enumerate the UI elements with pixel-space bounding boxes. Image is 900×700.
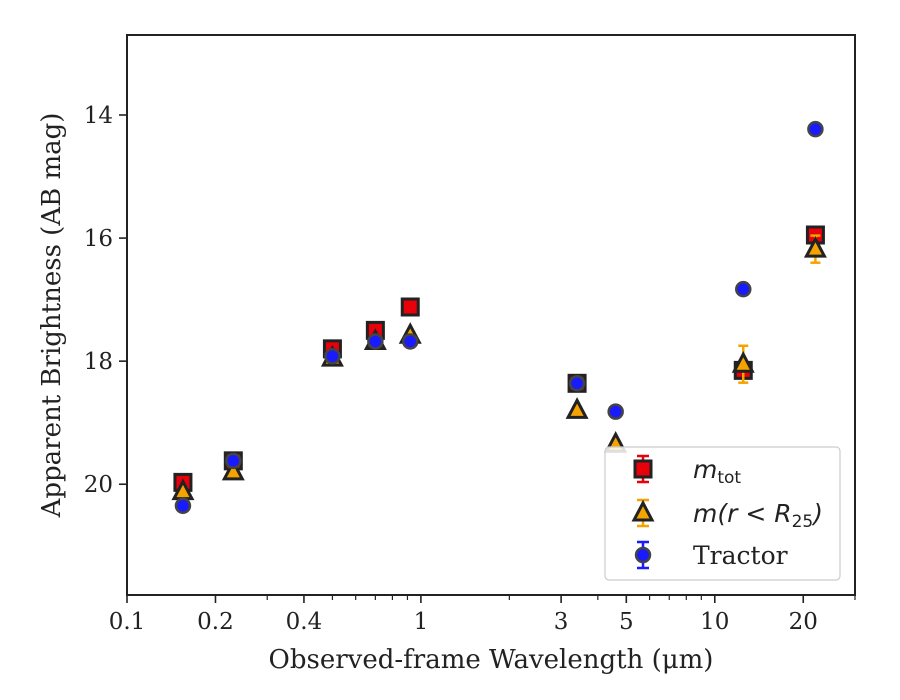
legend-label-tractor: Tractor <box>693 541 788 570</box>
series-circle <box>174 120 824 515</box>
y-tick-label: 14 <box>84 103 113 129</box>
data-point <box>607 403 624 420</box>
data-point <box>731 351 755 373</box>
y-tick-label: 20 <box>84 472 113 498</box>
x-tick-label: 5 <box>619 609 634 635</box>
data-point <box>400 297 420 317</box>
plot-frame <box>126 34 856 596</box>
data-point <box>367 333 384 350</box>
y-tick-label: 16 <box>84 226 113 252</box>
data-point <box>324 347 341 365</box>
data-point <box>807 120 824 138</box>
data-point <box>568 375 586 392</box>
legend-marker <box>631 499 655 522</box>
legend-marker <box>634 546 652 564</box>
x-tick-label: 1 <box>414 609 429 635</box>
x-tick-label: 0.4 <box>286 609 323 635</box>
data-point <box>401 333 419 350</box>
legend-marker <box>633 459 653 479</box>
data-point <box>565 397 589 419</box>
x-axis-label: Observed-frame Wavelength (μm) <box>269 645 714 675</box>
data-point <box>221 458 245 481</box>
x-tick-label: 20 <box>789 609 818 635</box>
x-tick-label: 3 <box>554 609 569 635</box>
x-tick-label: 0.1 <box>109 609 146 635</box>
data-point <box>803 235 827 258</box>
x-tick-label: 10 <box>700 609 729 635</box>
data-point <box>174 497 192 515</box>
data-point <box>225 452 242 470</box>
y-axis-label: Apparent Brightness (AB mag) <box>37 113 67 519</box>
x-tick-label: 0.2 <box>197 609 234 635</box>
legend-box <box>604 446 841 581</box>
data-point <box>735 280 752 298</box>
y-tick-label: 18 <box>84 349 113 375</box>
